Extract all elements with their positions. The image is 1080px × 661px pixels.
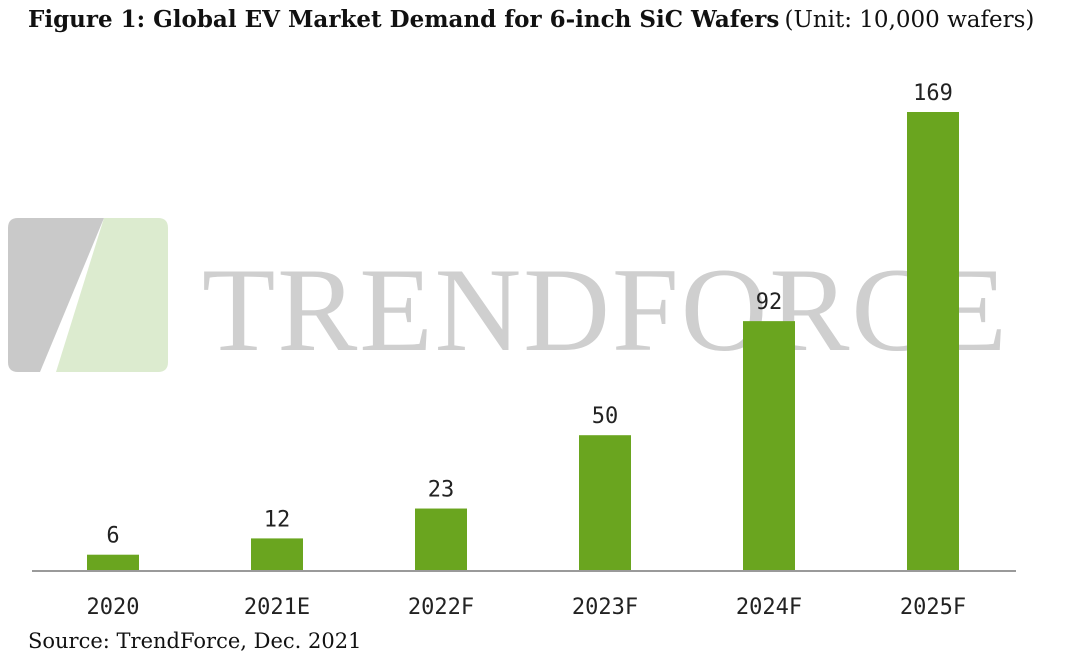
data-label-2025F: 169 xyxy=(913,81,953,106)
x-tick-label-2020: 2020 xyxy=(87,595,140,620)
x-tick-labels-group: 2020 2021E 2022F 2023F 2024F 2025F xyxy=(87,595,967,620)
watermark-logo-green-shape xyxy=(56,218,168,372)
data-labels-group: 6 12 23 50 92 169 xyxy=(106,81,953,549)
bar-2020 xyxy=(87,554,139,571)
data-label-2023F: 50 xyxy=(592,404,619,429)
source-note: Source: TrendForce, Dec. 2021 xyxy=(28,629,362,653)
data-label-2024F: 92 xyxy=(756,290,783,315)
chart-title: Figure 1: Global EV Market Demand for 6-… xyxy=(28,6,780,33)
watermark-text: TRENDFORCE xyxy=(202,243,1009,376)
chart-title-row: Figure 1: Global EV Market Demand for 6-… xyxy=(28,6,1034,33)
x-tick-label-2023F: 2023F xyxy=(572,595,638,620)
watermark-logo-gray-shape xyxy=(8,218,104,372)
bar-2021E xyxy=(251,538,303,571)
x-tick-label-2024F: 2024F xyxy=(736,595,802,620)
x-tick-label-2022F: 2022F xyxy=(408,595,474,620)
bar-2022F xyxy=(415,508,467,571)
trendforce-watermark: TRENDFORCE xyxy=(8,218,1009,376)
bars-group xyxy=(87,112,959,571)
bar-2025F xyxy=(907,112,959,571)
bar-2024F xyxy=(743,321,795,571)
chart-unit: (Unit: 10,000 wafers) xyxy=(784,7,1035,33)
data-label-2022F: 23 xyxy=(428,478,455,503)
data-label-2021E: 12 xyxy=(264,507,291,532)
x-tick-label-2021E: 2021E xyxy=(244,595,310,620)
bar-2023F xyxy=(579,435,631,571)
x-tick-label-2025F: 2025F xyxy=(900,595,966,620)
data-label-2020: 6 xyxy=(106,524,119,549)
